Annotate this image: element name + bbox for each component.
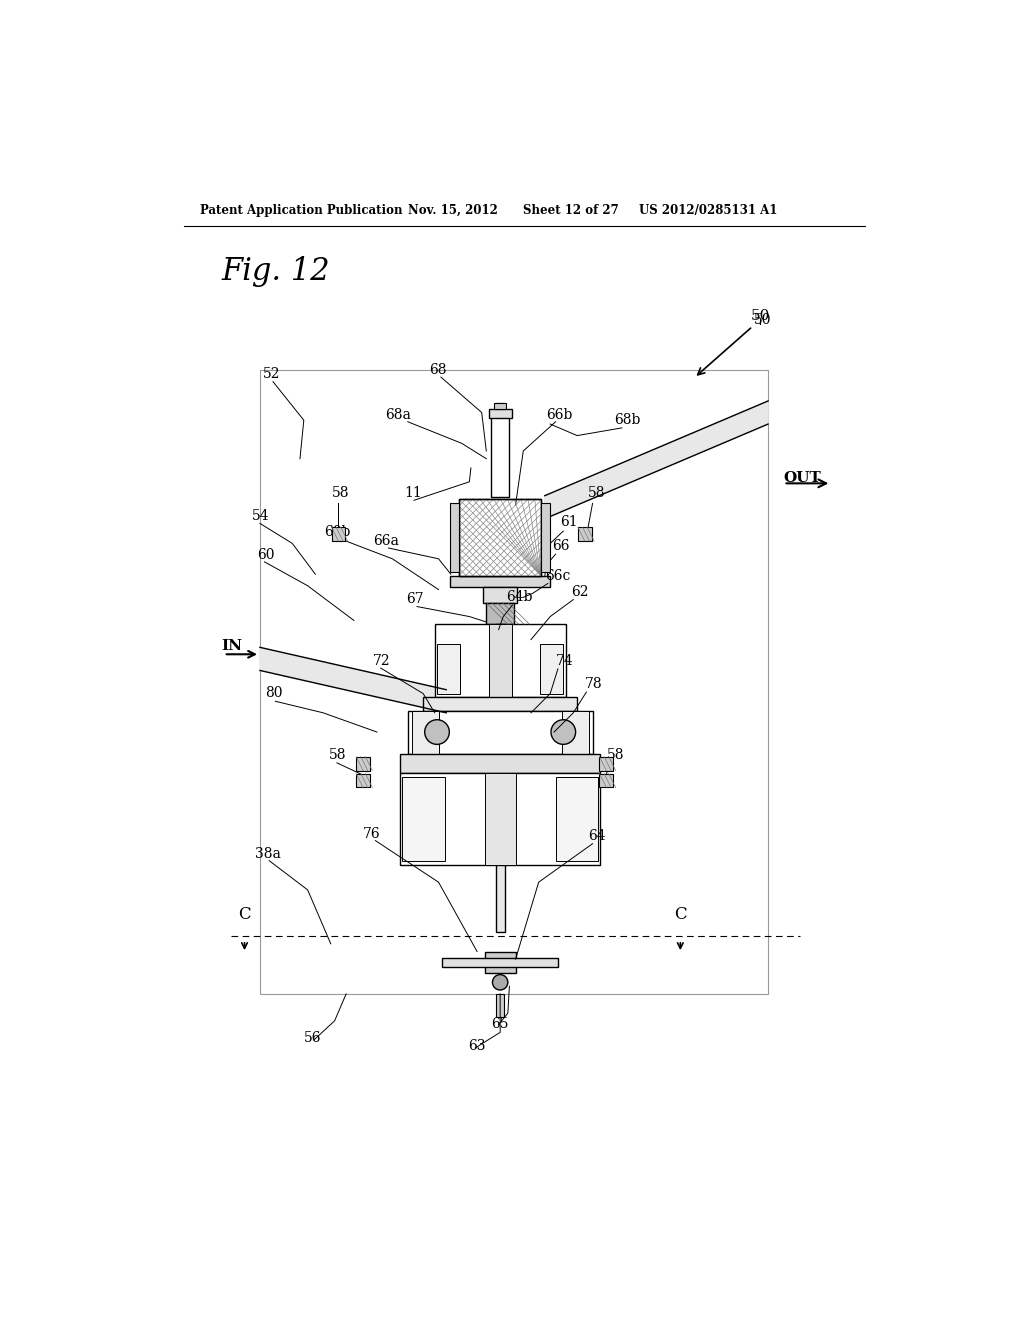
Text: Patent Application Publication: Patent Application Publication [200, 203, 402, 216]
Bar [400, 754, 600, 774]
Bar [484, 774, 515, 866]
Text: 50: 50 [751, 309, 770, 323]
Text: 66b: 66b [547, 408, 572, 421]
Bar [490, 414, 509, 498]
Text: 56: 56 [304, 1031, 322, 1045]
Text: 60b: 60b [325, 525, 351, 539]
Text: 72: 72 [373, 653, 391, 668]
Bar [260, 370, 768, 994]
Bar [486, 603, 514, 624]
Bar [460, 499, 541, 576]
Bar [497, 994, 504, 1016]
Text: 66a: 66a [373, 535, 399, 548]
Text: US 2012/0285131 A1: US 2012/0285131 A1 [639, 203, 777, 216]
Text: 61: 61 [560, 516, 578, 529]
Bar [442, 958, 558, 966]
Text: 54: 54 [252, 510, 270, 523]
Bar [562, 711, 589, 754]
Text: 78: 78 [585, 677, 602, 692]
Text: Fig. 12: Fig. 12 [221, 256, 330, 286]
Text: 74: 74 [556, 653, 573, 668]
Bar [483, 587, 517, 603]
Text: 66: 66 [553, 539, 570, 553]
Text: 64: 64 [588, 829, 605, 843]
Polygon shape [494, 404, 506, 409]
Bar [578, 527, 592, 541]
Text: 50: 50 [755, 313, 772, 327]
Text: OUT: OUT [783, 471, 821, 484]
Bar [541, 503, 550, 572]
Text: 68: 68 [429, 363, 446, 378]
Text: 11: 11 [403, 486, 422, 500]
Bar [460, 499, 541, 576]
Circle shape [493, 974, 508, 990]
Text: 58: 58 [606, 748, 624, 762]
Text: 76: 76 [364, 826, 381, 841]
Text: 58: 58 [588, 486, 605, 500]
Text: C: C [674, 906, 687, 923]
Bar [496, 624, 505, 932]
Text: 62: 62 [571, 585, 589, 599]
Bar [435, 624, 565, 697]
Bar [332, 527, 345, 541]
Bar [402, 776, 444, 862]
Bar [488, 624, 512, 697]
Text: IN: IN [221, 639, 243, 652]
Polygon shape [545, 401, 768, 519]
Text: 58: 58 [333, 486, 350, 500]
Text: 65: 65 [490, 1018, 509, 1031]
Bar [599, 774, 613, 788]
Text: 68a: 68a [385, 408, 411, 421]
Bar [356, 774, 370, 788]
Text: 67: 67 [407, 593, 424, 606]
Bar [556, 776, 598, 862]
Bar [488, 409, 512, 418]
Polygon shape [260, 647, 446, 713]
Bar [412, 711, 438, 754]
Text: 52: 52 [263, 367, 281, 381]
Text: 64b: 64b [506, 590, 532, 605]
Text: 60: 60 [257, 548, 274, 562]
Bar [494, 404, 506, 409]
Bar [408, 711, 593, 754]
Text: Sheet 12 of 27: Sheet 12 of 27 [523, 203, 620, 216]
Text: Nov. 15, 2012: Nov. 15, 2012 [408, 203, 498, 216]
Text: 58: 58 [330, 748, 347, 762]
Bar [437, 644, 460, 693]
Bar [356, 756, 370, 771]
Text: 66c: 66c [545, 569, 570, 583]
Text: 68b: 68b [614, 413, 640, 428]
Bar [599, 756, 613, 771]
Bar [423, 697, 578, 711]
Text: 80: 80 [265, 686, 283, 701]
Circle shape [425, 719, 450, 744]
Bar [541, 644, 563, 693]
Bar [451, 576, 550, 587]
Text: 63: 63 [468, 1039, 485, 1053]
Bar [451, 503, 460, 572]
Bar [400, 774, 600, 866]
Bar [484, 952, 515, 973]
Text: C: C [239, 906, 251, 923]
Circle shape [551, 719, 575, 744]
Text: 38a: 38a [255, 846, 282, 861]
